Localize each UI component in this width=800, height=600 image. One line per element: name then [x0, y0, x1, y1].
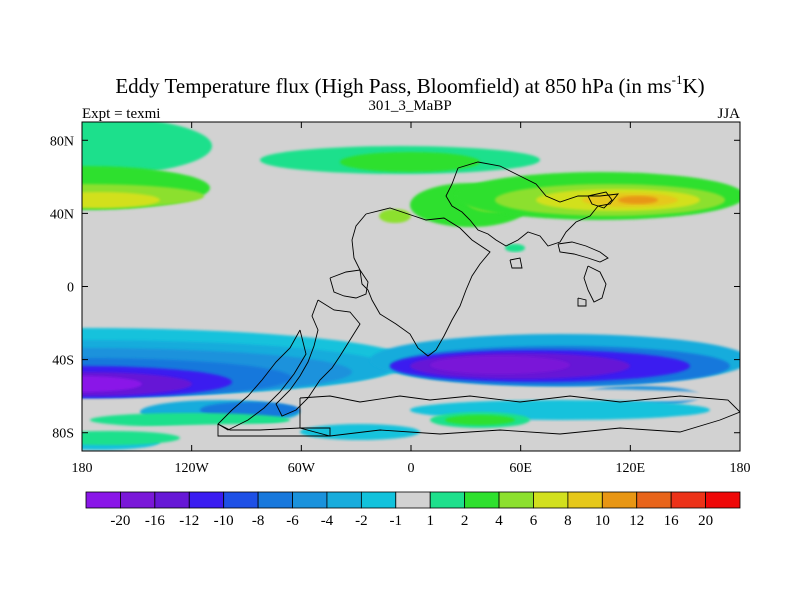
coastline-greenland — [329, 269, 369, 299]
axis-ticks: 180 120W 60W 0 60E 120E 180 80N 40N 0 40S 80S — [50, 122, 751, 476]
y-tick-label: 80S — [52, 427, 74, 442]
colorbar-swatch-1 — [120, 491, 156, 509]
y-tick-label: 80N — [50, 134, 74, 149]
contour-field — [82, 122, 740, 450]
contour-india-light — [505, 244, 525, 252]
colorbar-swatch-12 — [498, 491, 534, 509]
colorbar-swatch-7 — [326, 491, 362, 509]
contour-pacific-darkorange — [618, 196, 658, 204]
center-label: 301_3_MaBP — [368, 98, 451, 114]
coastline-nz — [577, 297, 587, 307]
x-tick-label: 0 — [408, 461, 415, 476]
colorbar-swatch-6 — [292, 491, 328, 509]
colorbar-label: 20 — [698, 513, 713, 529]
coastline-japan — [587, 191, 613, 209]
x-tick-label: 180 — [730, 461, 751, 476]
colorbar-swatch-18 — [705, 491, 741, 509]
colorbar-label: 8 — [564, 513, 572, 529]
colorbar-swatch-2 — [154, 491, 190, 509]
colorbar-label: 2 — [461, 513, 469, 529]
colorbar-swatch-0 — [85, 491, 121, 509]
contour-n-band-yellow — [82, 192, 160, 208]
colorbar-swatch-11 — [464, 491, 500, 509]
colorbar-swatch-17 — [670, 491, 706, 509]
x-tick-label: 120E — [616, 461, 646, 476]
contour-n-band-light — [82, 122, 212, 176]
x-tick-label: 60W — [288, 461, 316, 476]
y-tick-label: 40S — [52, 354, 74, 369]
y-tick-label: 40N — [50, 207, 74, 222]
coastlines — [217, 161, 740, 437]
colorbar-label: -10 — [214, 513, 234, 529]
colorbar-swatch-10 — [429, 491, 466, 509]
colorbar-label: -2 — [355, 513, 368, 529]
x-tick-label: 180 — [72, 461, 93, 476]
contour-s-band-purple — [82, 376, 142, 392]
colorbar-label: -20 — [110, 513, 130, 529]
colorbar-label: -4 — [321, 513, 334, 529]
x-tick-label: 120W — [175, 461, 210, 476]
chart-title-end: K) — [682, 74, 704, 98]
colorbar-label: 12 — [629, 513, 644, 529]
colorbar-label: -8 — [252, 513, 265, 529]
chart-titles: Eddy Temperature flux (High Pass, Bloomf… — [82, 72, 740, 122]
colorbar-swatch-16 — [636, 491, 672, 509]
coastline-sa-tip — [217, 423, 331, 437]
colorbar: -20 -16 -12 -10 -8 -6 -4 -2 -1 1 2 4 6 8 10 12 16 20 — [85, 491, 741, 529]
coastline-australia — [583, 265, 607, 303]
colorbar-swatch-3 — [188, 491, 225, 509]
coastline-seasia — [557, 241, 609, 263]
right-label: JJA — [717, 106, 740, 122]
colorbar-label: 4 — [495, 513, 503, 529]
colorbar-label: 6 — [530, 513, 538, 529]
colorbar-swatch-15 — [601, 491, 638, 509]
chart-title: Eddy Temperature flux (High Pass, Bloomf… — [115, 72, 704, 98]
y-tick-label: 0 — [67, 281, 74, 296]
colorbar-label: 16 — [664, 513, 680, 529]
left-label: Expt = texmi — [82, 106, 160, 122]
colorbar-swatch-9 — [395, 491, 431, 509]
coastline-samerica — [275, 299, 361, 417]
colorbar-swatch-5 — [257, 491, 293, 509]
colorbar-swatch-4 — [223, 491, 259, 509]
contour-europe-yellowgreen — [379, 209, 411, 223]
colorbar-swatch-14 — [567, 491, 603, 509]
colorbar-swatch-13 — [533, 491, 569, 509]
contour-antarctic-green — [445, 415, 515, 425]
colorbar-label: -16 — [145, 513, 165, 529]
plot-area: 180 120W 60W 0 60E 120E 180 80N 40N 0 40S 80S — [50, 121, 751, 476]
x-tick-label: 60E — [509, 461, 532, 476]
chart-title-superscript: -1 — [672, 72, 683, 87]
coastline-se-asia2 — [509, 257, 523, 269]
coastline-eurasia — [445, 161, 620, 247]
coastline-africa — [351, 207, 491, 357]
colorbar-label: 1 — [426, 513, 434, 529]
colorbar-label: -12 — [179, 513, 199, 529]
coastline-antarctic — [299, 395, 740, 437]
colorbar-label: -6 — [286, 513, 299, 529]
contour-sw-light — [82, 431, 180, 445]
colorbar-label: 10 — [595, 513, 610, 529]
contour-indian-purple — [430, 356, 570, 374]
contour-n-top-green — [340, 152, 480, 172]
colorbar-label: -1 — [390, 513, 403, 529]
colorbar-swatch-8 — [360, 491, 397, 509]
